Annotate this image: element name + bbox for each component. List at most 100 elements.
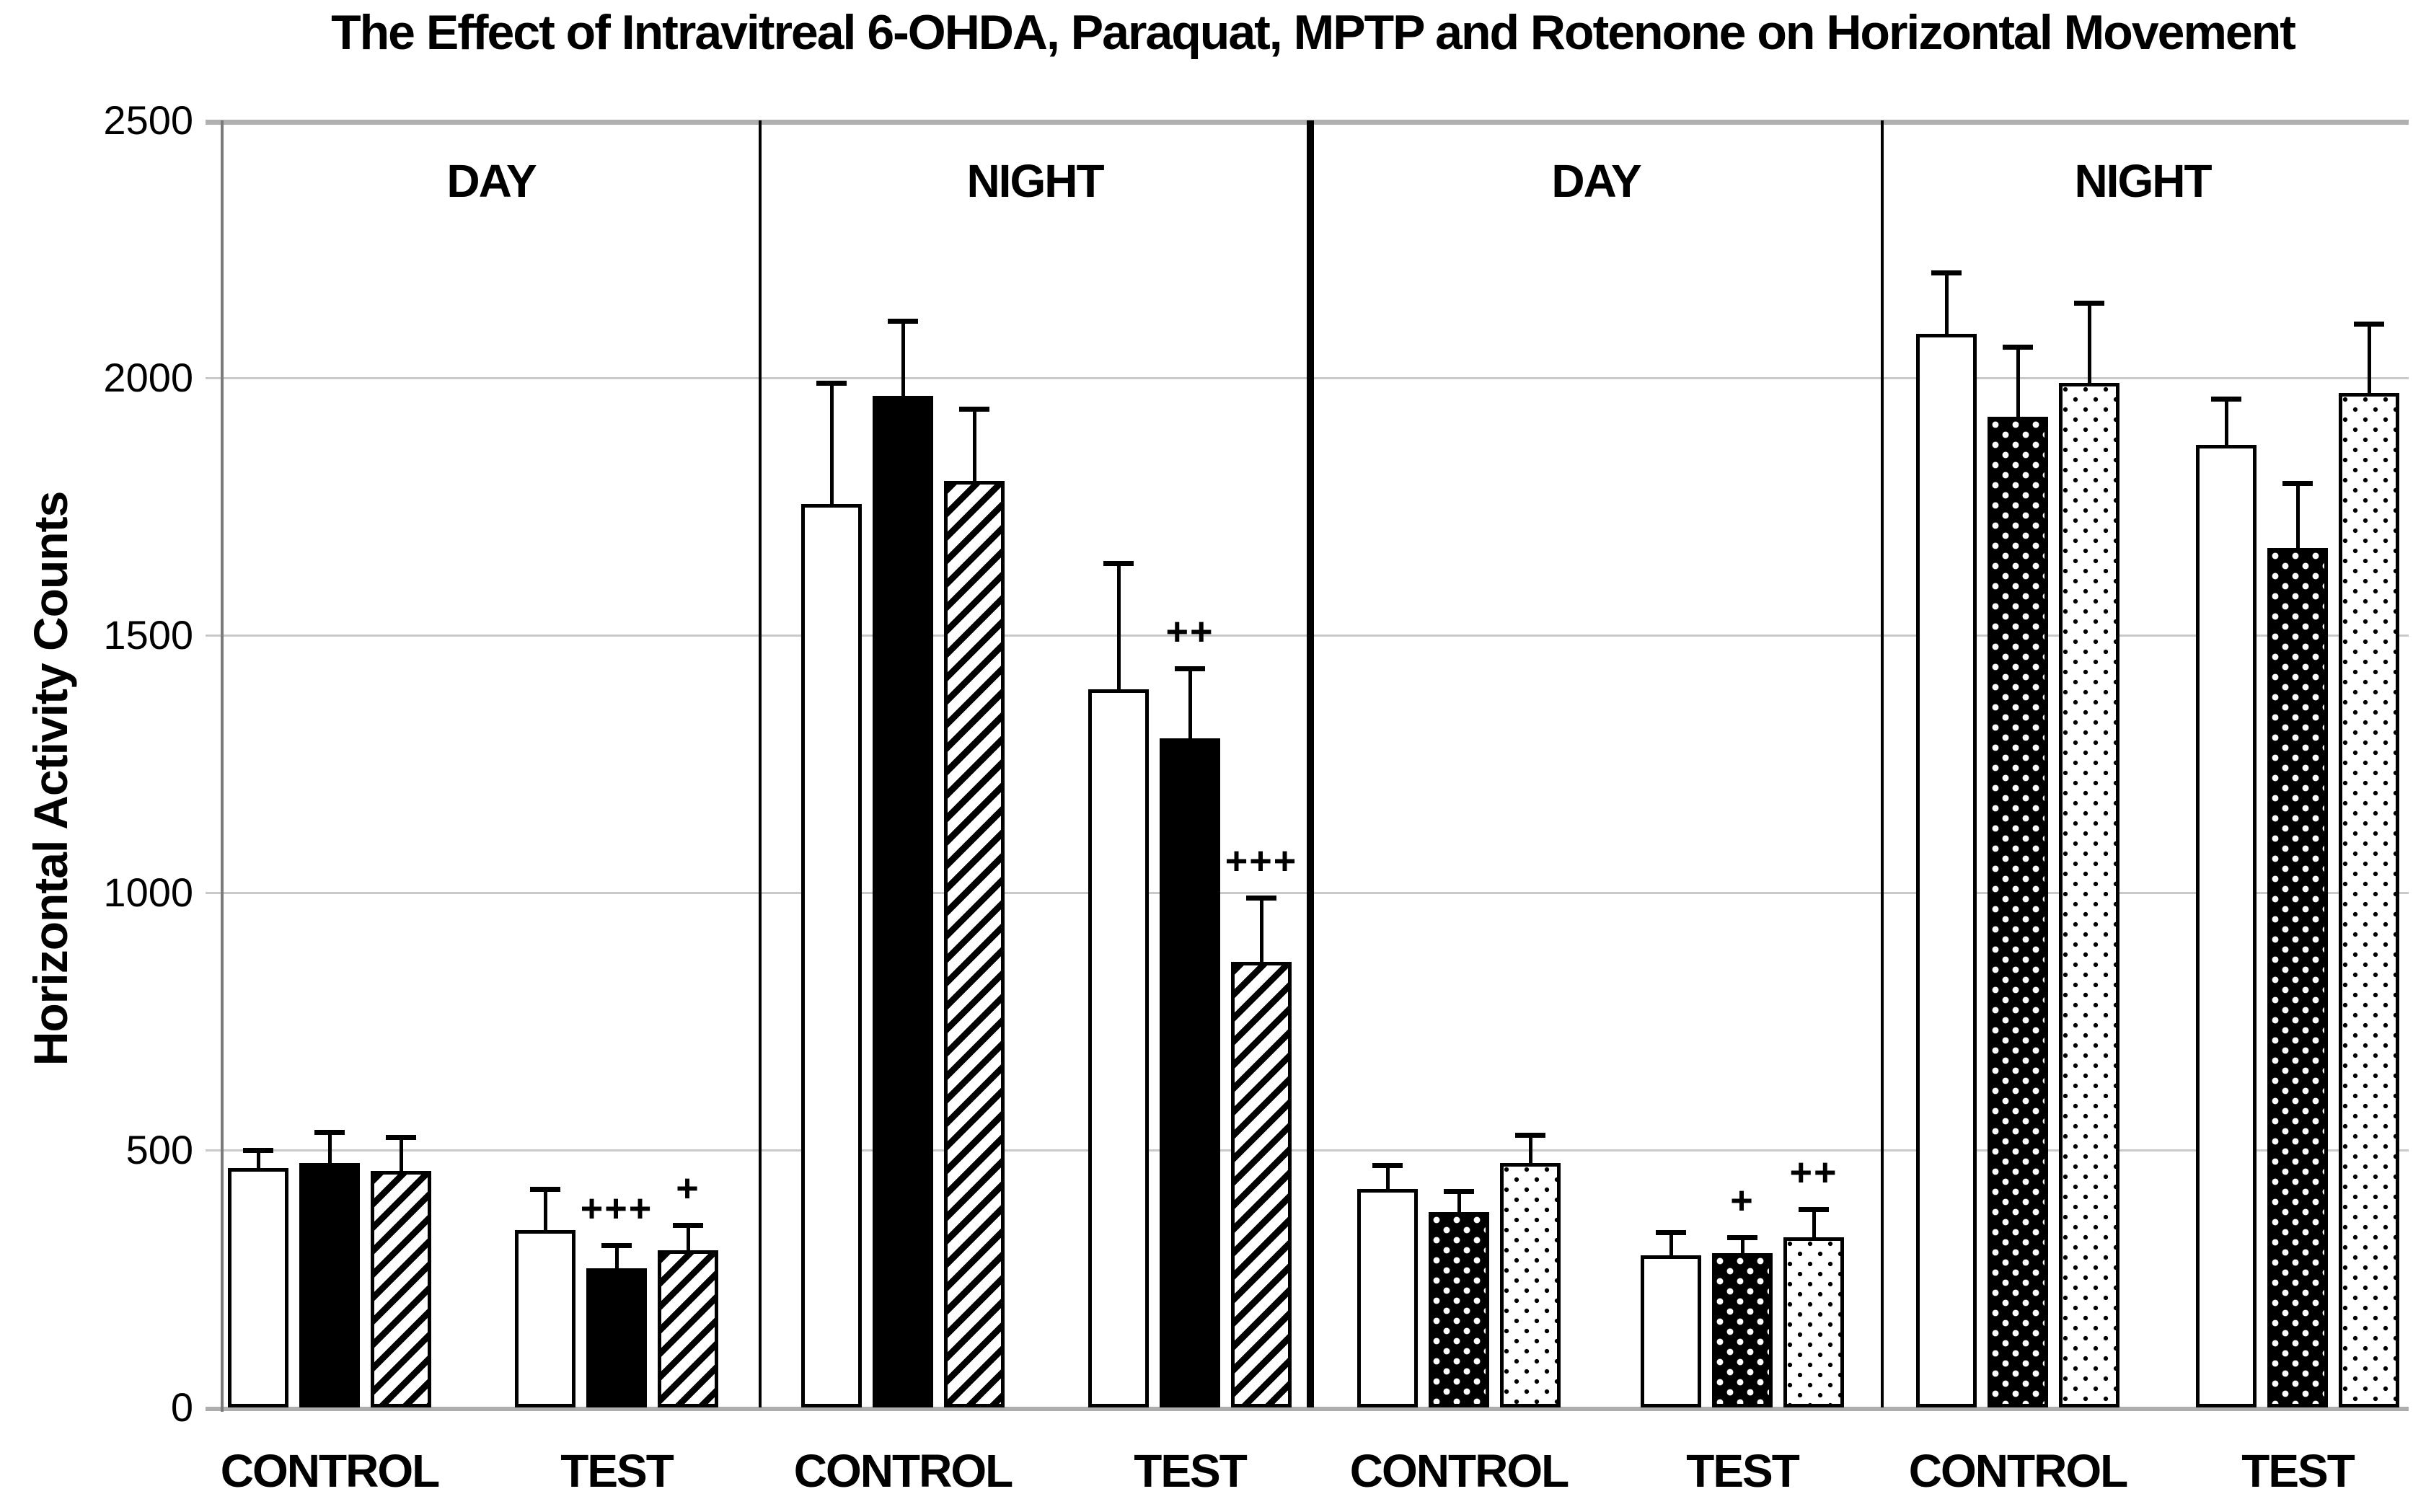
bar-test-open xyxy=(2196,444,2257,1407)
significance-annotation: +++ xyxy=(580,1187,653,1231)
y-tick-label-1500: 1500 xyxy=(103,612,193,658)
significance-annotation: +++ xyxy=(1225,839,1298,883)
error-bar-line xyxy=(1944,272,1949,340)
error-bar-cap xyxy=(1246,896,1276,901)
x-group-label-5: CONTROL xyxy=(1349,1445,1569,1497)
bar-control-dots-white xyxy=(2059,383,2119,1407)
bar-control-open xyxy=(801,503,862,1407)
error-bar-cap xyxy=(1799,1207,1829,1213)
error-bar-line xyxy=(2224,398,2228,451)
bar-test-hatch xyxy=(658,1250,718,1407)
y-axis-label: Horizontal Activity Counts xyxy=(24,491,77,1066)
bar-test-dots-white xyxy=(2339,393,2399,1407)
y-tick-label-500: 500 xyxy=(125,1127,193,1172)
bar-test-solid xyxy=(586,1268,647,1407)
significance-annotation: + xyxy=(1730,1179,1755,1223)
section-divider-thin-left xyxy=(759,120,762,1407)
error-bar-line xyxy=(1669,1232,1673,1262)
bar-test-dots-white xyxy=(1783,1237,1844,1407)
x-group-label-7: CONTROL xyxy=(1908,1445,2128,1497)
period-header-night-1: NIGHT xyxy=(966,155,1104,207)
error-bar-cap xyxy=(2354,322,2384,327)
error-bar-line xyxy=(1188,668,1192,744)
error-bar-cap xyxy=(530,1186,560,1192)
error-bar-cap xyxy=(1931,270,1962,275)
error-bar-cap xyxy=(1175,666,1205,672)
significance-annotation: ++ xyxy=(1789,1151,1838,1195)
error-bar-cap xyxy=(1515,1132,1545,1138)
error-bar-cap xyxy=(2282,481,2313,487)
x-group-label-1: CONTROL xyxy=(220,1445,440,1497)
error-bar-cap xyxy=(601,1243,632,1249)
y-tick-label-2500: 2500 xyxy=(103,97,193,143)
error-bar-line xyxy=(1528,1134,1532,1169)
significance-annotation: + xyxy=(676,1166,700,1210)
error-bar-cap xyxy=(2074,301,2104,306)
bar-control-solid xyxy=(299,1162,360,1407)
period-header-night-3: NIGHT xyxy=(2074,155,2212,207)
error-bar-cap xyxy=(1656,1230,1686,1236)
error-bar-cap xyxy=(816,381,847,386)
error-bar-cap xyxy=(2211,396,2241,402)
bar-control-dots-white xyxy=(1500,1162,1561,1407)
error-bar-line xyxy=(686,1224,690,1257)
y-gridline-0 xyxy=(206,1406,2409,1411)
error-bar-cap xyxy=(243,1148,273,1153)
error-bar-line xyxy=(614,1245,619,1275)
bar-test-open xyxy=(1641,1255,1701,1407)
error-bar-cap xyxy=(1372,1163,1403,1169)
bar-control-hatch xyxy=(371,1170,431,1407)
error-bar-cap xyxy=(888,319,918,324)
error-bar-cap xyxy=(314,1130,345,1135)
bar-control-dots-black xyxy=(1429,1211,1489,1407)
error-bar-cap xyxy=(1727,1235,1757,1241)
error-bar-line xyxy=(1116,563,1121,695)
error-bar-line xyxy=(2087,303,2091,389)
bar-test-dots-black xyxy=(1712,1252,1773,1407)
section-divider-thin-right xyxy=(1881,120,1884,1407)
error-bar-line xyxy=(972,408,976,487)
period-header-day-2: DAY xyxy=(1551,155,1641,207)
error-bar-line xyxy=(829,383,834,510)
x-group-label-2: TEST xyxy=(560,1445,674,1497)
bar-test-open xyxy=(515,1229,575,1407)
error-bar-line xyxy=(1740,1237,1744,1259)
chart-title: The Effect of Intravitreal 6-OHDA, Paraq… xyxy=(331,5,2296,60)
error-bar-line xyxy=(1385,1165,1390,1195)
y-tick-label-2000: 2000 xyxy=(103,355,193,400)
error-bar-line xyxy=(256,1150,260,1174)
period-header-day-0: DAY xyxy=(446,155,537,207)
error-bar-cap xyxy=(1444,1189,1474,1195)
bar-control-solid xyxy=(873,395,933,1407)
y-axis-line xyxy=(221,120,224,1412)
experiment-divider-thick xyxy=(1307,120,1314,1407)
error-bar-line xyxy=(327,1132,332,1169)
error-bar-line xyxy=(1259,898,1263,968)
x-group-label-8: TEST xyxy=(2241,1445,2355,1497)
x-group-label-3: CONTROL xyxy=(793,1445,1013,1497)
y-tick-label-0: 0 xyxy=(170,1384,193,1430)
error-bar-line xyxy=(1812,1209,1816,1244)
error-bar-cap xyxy=(959,406,989,412)
error-bar-line xyxy=(2367,324,2371,399)
bar-control-open xyxy=(1916,334,1977,1407)
x-group-label-4: TEST xyxy=(1134,1445,1248,1497)
error-bar-line xyxy=(901,321,905,402)
error-bar-line xyxy=(399,1137,403,1177)
bar-control-dots-black xyxy=(1988,416,2048,1407)
bar-test-hatch xyxy=(1231,962,1292,1407)
bar-control-open xyxy=(1357,1188,1418,1407)
bar-test-solid xyxy=(1160,738,1220,1407)
error-bar-line xyxy=(1457,1191,1461,1218)
error-bar-cap xyxy=(673,1222,703,1228)
error-bar-line xyxy=(543,1188,547,1236)
bar-control-open xyxy=(228,1167,288,1407)
x-group-label-6: TEST xyxy=(1686,1445,1800,1497)
error-bar-line xyxy=(2295,483,2300,554)
error-bar-cap xyxy=(2003,345,2033,350)
error-bar-cap xyxy=(1103,561,1134,567)
error-bar-line xyxy=(2016,347,2020,423)
significance-annotation: ++ xyxy=(1165,610,1214,654)
y-tick-label-1000: 1000 xyxy=(103,870,193,915)
error-bar-cap xyxy=(386,1135,416,1141)
